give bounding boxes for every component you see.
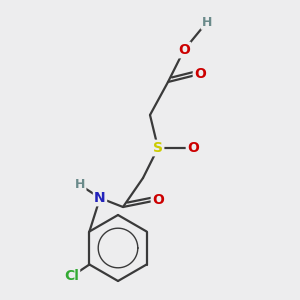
Text: S: S <box>153 141 163 155</box>
Text: H: H <box>202 16 212 28</box>
Text: O: O <box>178 43 190 57</box>
Text: O: O <box>152 193 164 207</box>
Text: O: O <box>187 141 199 155</box>
Text: H: H <box>75 178 85 191</box>
Text: Cl: Cl <box>64 269 79 284</box>
Text: N: N <box>94 191 106 205</box>
Text: O: O <box>194 67 206 81</box>
